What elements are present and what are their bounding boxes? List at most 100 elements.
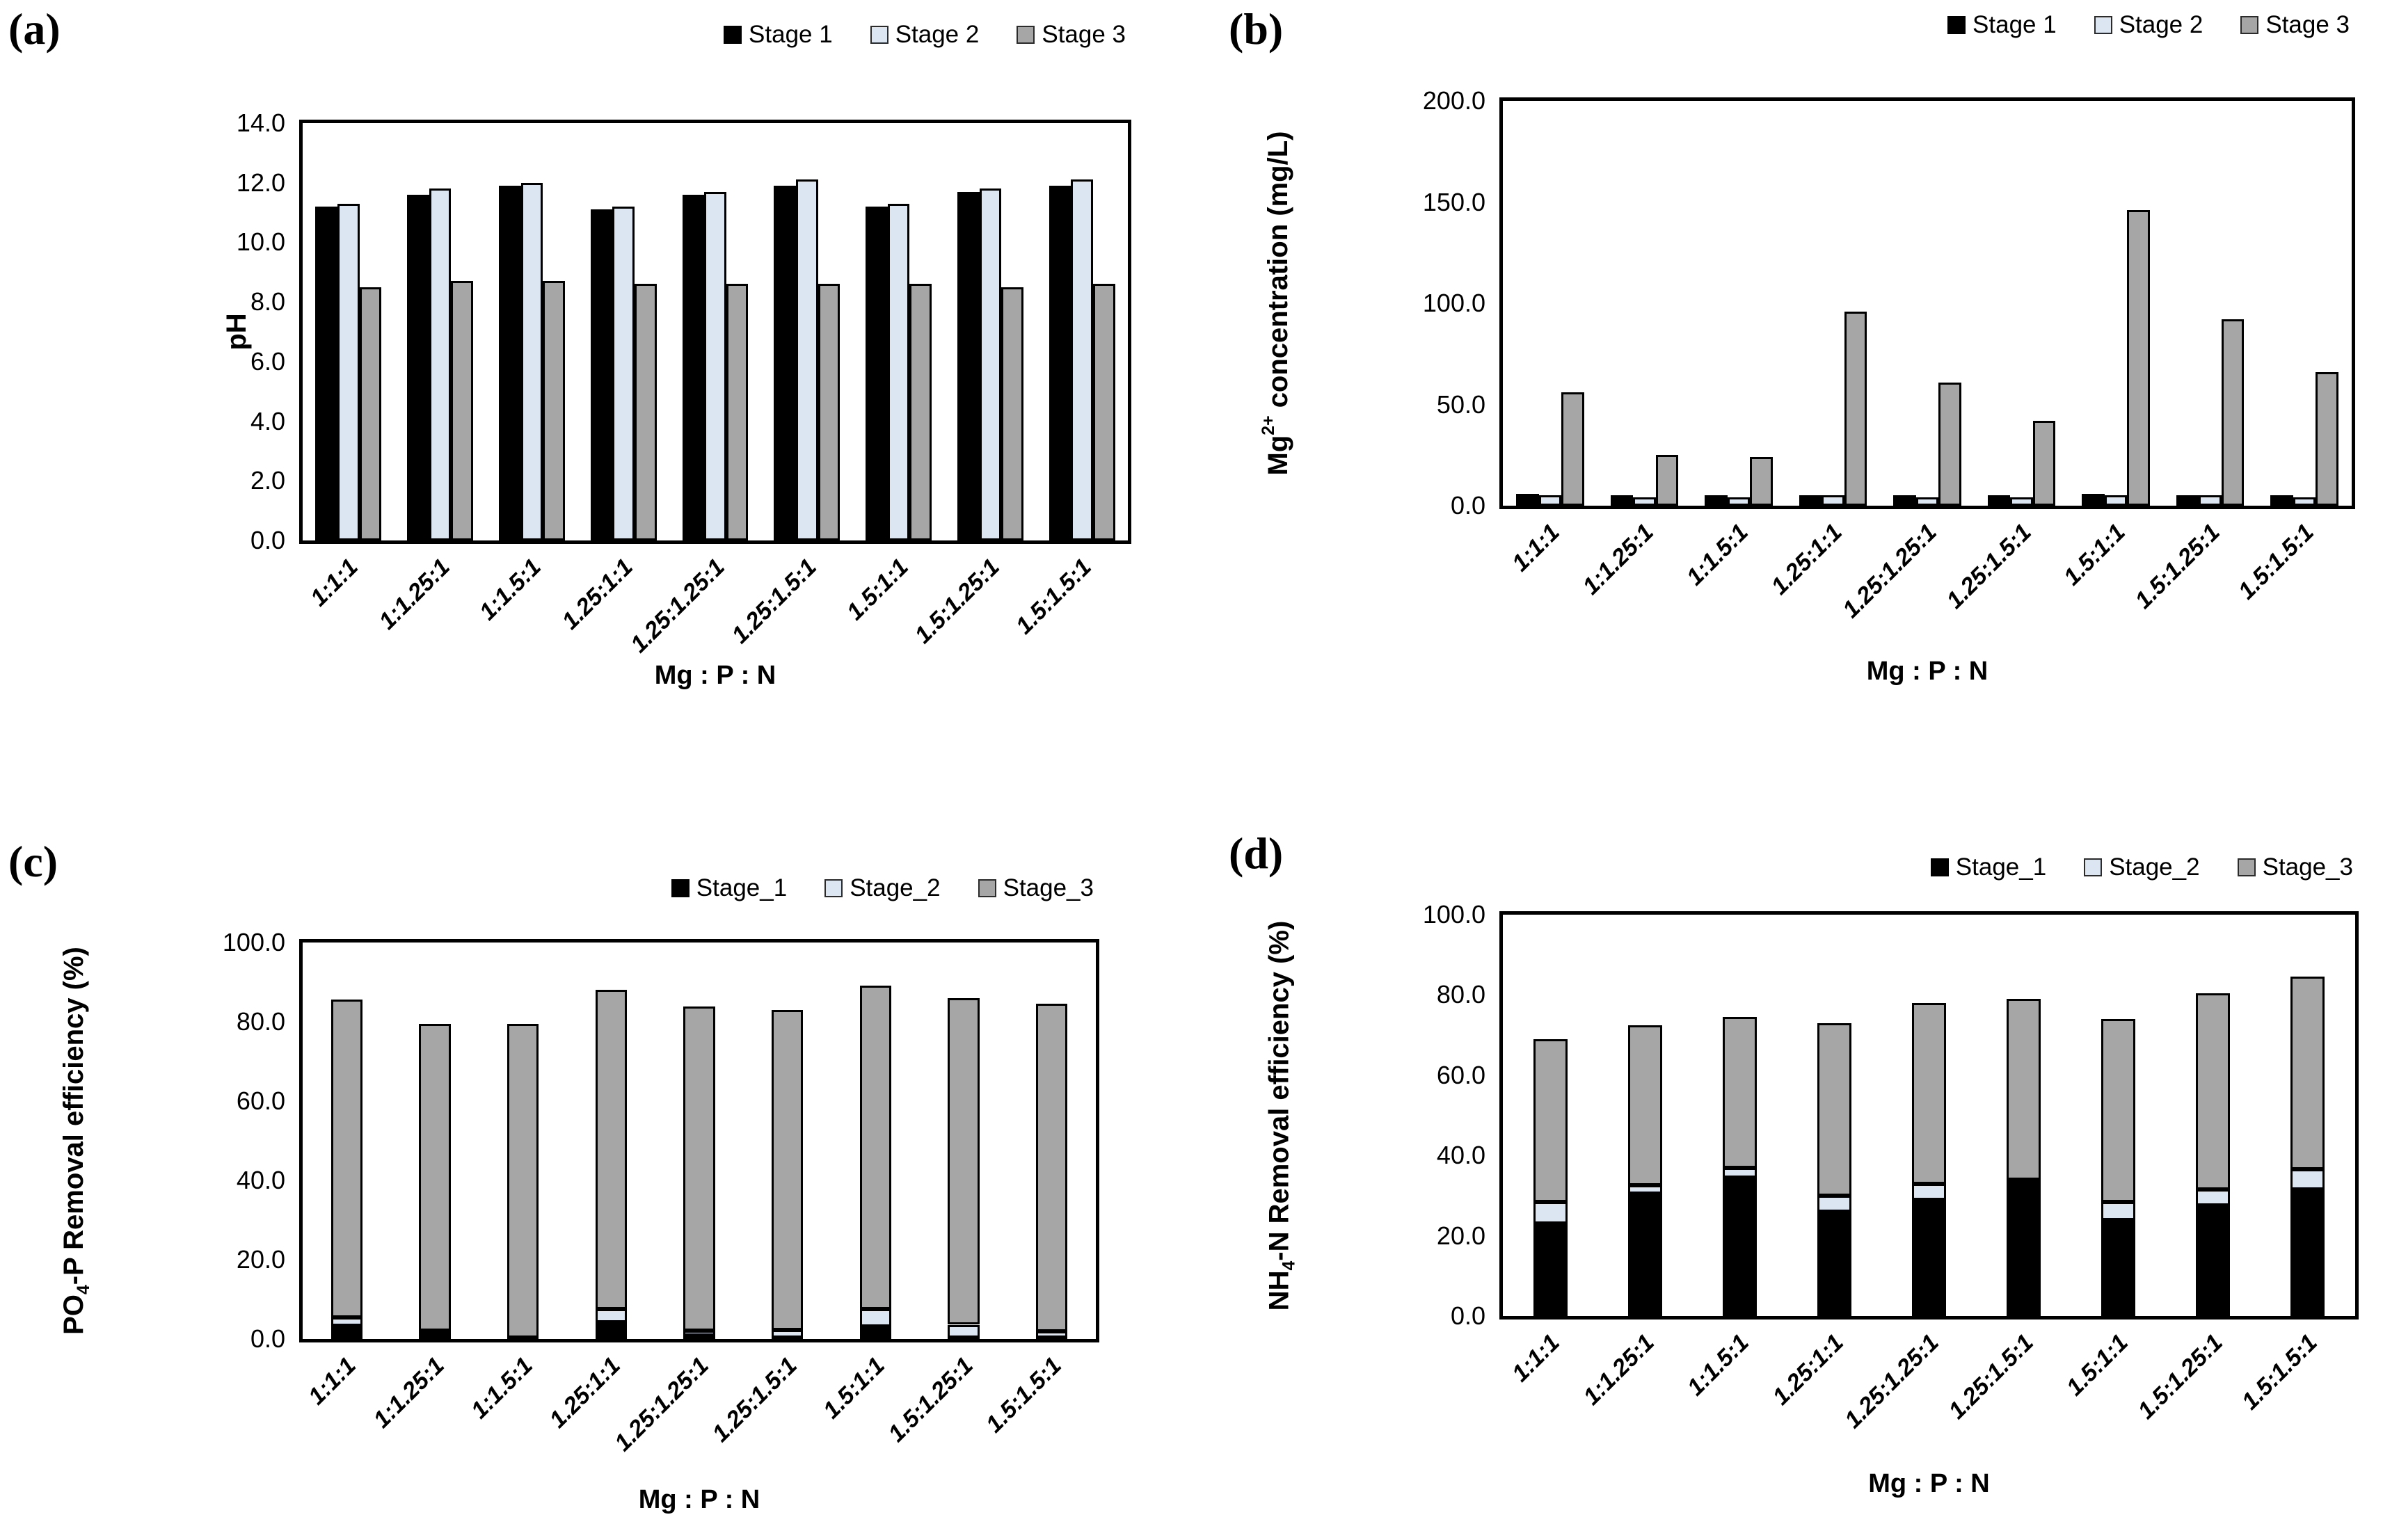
legend-swatch-icon <box>2084 858 2103 876</box>
bar-d-stage2-3 <box>1817 1195 1851 1212</box>
y-tick-label: 50.0 <box>1436 390 1485 419</box>
bar-a-stage3-3 <box>635 284 657 540</box>
bar-d-stage2-6 <box>2101 1201 2136 1220</box>
bar-d-stage1-1 <box>1627 1194 1662 1316</box>
bar-a-stage3-6 <box>909 284 932 540</box>
legend-label: Stage 3 <box>2265 11 2350 38</box>
bar-c-stage3-1 <box>419 1023 451 1331</box>
bar-b-stage1-4 <box>1893 495 1916 506</box>
y-tick-label: 100.0 <box>1422 289 1485 317</box>
y-axis-title-part: NH <box>1264 1270 1294 1310</box>
legend-swatch-icon <box>824 879 843 897</box>
y-tick-label: 200.0 <box>1422 86 1485 115</box>
y-tick-label: 0.0 <box>250 1324 285 1353</box>
bar-d-stage1-3 <box>1817 1211 1851 1316</box>
legend-item-stage3: Stage_3 <box>2237 853 2353 881</box>
bar-b-stage2-7 <box>2199 495 2222 506</box>
legend-label: Stage 1 <box>1972 11 2057 38</box>
y-tick-label: 20.0 <box>1436 1221 1485 1250</box>
bar-d-stage1-8 <box>2290 1189 2325 1316</box>
bar-b-stage2-0 <box>1538 495 1562 506</box>
legend-label: Stage_2 <box>850 874 941 901</box>
bar-d-stage2-4 <box>1912 1183 1946 1200</box>
bar-a-stage3-8 <box>1092 284 1115 540</box>
bar-d-stage1-5 <box>2007 1183 2041 1316</box>
legend: Stage 1 Stage 2 Stage 3 <box>1947 11 2350 39</box>
legend-label: Stage_1 <box>696 874 788 901</box>
bar-c-stage1-3 <box>595 1322 628 1339</box>
bar-b-stage1-7 <box>2176 495 2199 506</box>
bar-b-stage3-1 <box>1655 455 1679 506</box>
x-axis-title: Mg : P : N <box>1866 657 1988 686</box>
bar-c-stage2-1 <box>419 1330 451 1335</box>
bar-b-stage1-6 <box>2082 493 2105 506</box>
y-axis-title-part: PO <box>58 1294 89 1335</box>
legend-item-stage2: Stage 2 <box>870 21 979 49</box>
bar-d-stage1-4 <box>1912 1199 1946 1316</box>
y-tick-label: 40.0 <box>1436 1141 1485 1170</box>
legend-item-stage1: Stage 1 <box>1947 11 2057 39</box>
bar-c-stage2-0 <box>330 1317 363 1326</box>
y-tick-label: 14.0 <box>236 109 285 137</box>
panel-a: (a) 0.0 2.0 4.0 6.0 8.0 10.0 12.0 14.0 pH Stage 1… <box>0 0 1200 770</box>
legend: Stage 1 Stage 2 Stage 3 <box>724 21 1126 49</box>
y-axis-title-part: -N Removal efficiency (%) <box>1264 920 1294 1261</box>
panel-c: (c) 0.0 20.0 40.0 60.0 80.0 100.0 PO4-P Remova… <box>0 770 1200 1540</box>
legend: Stage_1 Stage_2 Stage_3 <box>1930 853 2353 881</box>
panel-d: (d) 0.0 20.0 40.0 60.0 80.0 100.0 NH4-N Remova… <box>1200 770 2399 1540</box>
bar-c-stage3-8 <box>1035 1004 1068 1331</box>
bar-c-stage3-2 <box>507 1023 539 1338</box>
y-tick-label: 20.0 <box>236 1245 285 1274</box>
legend-item-stage1: Stage 1 <box>724 21 833 49</box>
bar-a-stage3-1 <box>451 281 474 540</box>
bar-c-stage3-0 <box>330 999 363 1317</box>
bar-a-stage3-7 <box>1001 287 1023 540</box>
bar-a-stage3-5 <box>818 284 840 540</box>
plot-area-c <box>299 939 1099 1342</box>
legend-item-stage3: Stage_3 <box>978 874 1094 902</box>
bar-d-stage3-3 <box>1817 1022 1851 1196</box>
legend-item-stage3: Stage 3 <box>1017 21 1126 49</box>
bar-d-stage1-6 <box>2101 1219 2136 1316</box>
legend-swatch-icon <box>2240 16 2259 34</box>
bar-d-stage2-5 <box>2007 1179 2041 1184</box>
y-tick-label: 0.0 <box>250 526 285 554</box>
bar-b-stage3-0 <box>1561 392 1584 506</box>
bar-b-stage1-5 <box>1987 495 2011 506</box>
legend-swatch-icon <box>724 26 742 44</box>
legend-swatch-icon <box>671 879 690 897</box>
bar-a-stage1-0 <box>315 207 338 540</box>
bar-a-stage1-1 <box>407 194 429 540</box>
legend-label: Stage_3 <box>2262 853 2353 881</box>
bar-b-stage3-5 <box>2032 420 2056 506</box>
y-axis-title: pH <box>219 120 254 544</box>
bar-c-stage3-4 <box>683 1006 715 1331</box>
bar-a-stage1-2 <box>499 186 521 540</box>
bar-c-stage2-6 <box>859 1309 892 1326</box>
bar-b-stage1-2 <box>1705 495 1728 506</box>
bar-d-stage3-0 <box>1533 1038 1568 1202</box>
plot-area-b <box>1499 97 2355 509</box>
panel-c-letter: (c) <box>8 837 58 886</box>
bar-c-stage2-3 <box>595 1309 628 1323</box>
bar-b-stage2-6 <box>2104 495 2128 506</box>
y-axis-title: Mg2+ concentration (mg/L) <box>1252 97 1293 509</box>
bar-a-stage2-3 <box>612 207 635 540</box>
bar-c-stage1-1 <box>419 1334 451 1339</box>
bar-a-stage2-2 <box>520 182 543 540</box>
y-tick-label: 10.0 <box>236 227 285 257</box>
y-tick-label: 12.0 <box>236 168 285 197</box>
bar-b-stage2-5 <box>2010 497 2033 506</box>
bar-c-stage1-4 <box>683 1335 715 1339</box>
legend-label: Stage_3 <box>1003 874 1094 901</box>
bar-c-stage3-7 <box>948 998 980 1325</box>
bar-a-stage1-8 <box>1049 186 1071 540</box>
bar-d-stage2-8 <box>2290 1169 2325 1190</box>
bar-a-stage3-2 <box>543 281 565 540</box>
bar-b-stage3-7 <box>2221 319 2245 506</box>
y-axis-title-part: -P Removal efficiency (%) <box>58 947 89 1285</box>
bar-a-stage1-6 <box>866 207 888 540</box>
legend-swatch-icon <box>2237 858 2256 876</box>
bar-d-stage2-0 <box>1533 1201 1568 1224</box>
